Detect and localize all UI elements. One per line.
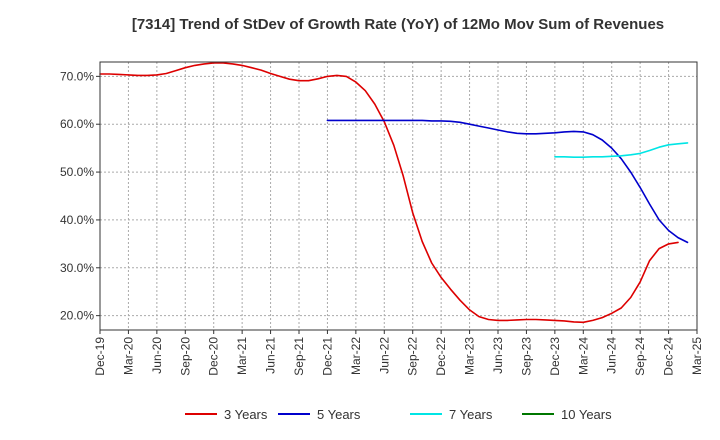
y-tick-label: 60.0%	[60, 117, 94, 131]
series-line-5-years	[326, 119, 689, 244]
y-axis-ticks: 20.0% 30.0% 40.0% 50.0% 60.0% 70.0%	[60, 69, 100, 323]
chart-title: [7314] Trend of StDev of Growth Rate (Yo…	[132, 16, 664, 33]
x-tick-label: Sep-21	[292, 337, 306, 376]
x-axis-ticks: Dec-19 Mar-20 Jun-20 Sep-20 Dec-20 Mar-21 Jun-…	[93, 330, 704, 376]
legend: 3 Years 5 Years 7 Years 10 Years	[185, 407, 612, 422]
legend-label: 10 Years	[561, 407, 612, 422]
x-tick-label: Mar-24	[576, 337, 590, 375]
x-tick-label: Jun-21	[264, 337, 278, 374]
x-tick-label: Mar-21	[235, 337, 249, 375]
x-tick-label: Jun-22	[377, 337, 391, 374]
x-tick-label: Sep-20	[178, 337, 192, 376]
y-tick-label: 50.0%	[60, 165, 94, 179]
x-tick-label: Sep-23	[519, 337, 533, 376]
y-tick-label: 30.0%	[60, 261, 94, 275]
x-tick-label: Dec-19	[93, 337, 107, 376]
x-tick-label: Jun-23	[491, 337, 505, 374]
x-tick-label: Mar-23	[463, 337, 477, 375]
x-tick-label: Mar-22	[349, 337, 363, 375]
legend-label: 7 Years	[449, 407, 493, 422]
x-tick-label: Mar-25	[690, 337, 704, 375]
series-lines	[99, 62, 689, 324]
plot-area-frame	[99, 61, 698, 331]
series-line-3-years	[99, 62, 679, 324]
legend-label: 3 Years	[224, 407, 268, 422]
x-tick-label: Dec-22	[434, 337, 448, 376]
x-tick-label: Sep-22	[406, 337, 420, 376]
x-tick-label: Dec-21	[320, 337, 334, 376]
x-tick-label: Dec-23	[548, 337, 562, 376]
x-tick-label: Jun-24	[605, 337, 619, 374]
x-tick-label: Dec-24	[662, 337, 676, 376]
legend-label: 5 Years	[317, 407, 361, 422]
x-tick-label: Mar-20	[121, 337, 135, 375]
y-tick-label: 20.0%	[60, 309, 94, 323]
grid-lines	[100, 62, 697, 330]
series-line-7-years	[554, 142, 689, 158]
x-tick-label: Jun-20	[150, 337, 164, 374]
x-tick-label: Sep-24	[633, 337, 647, 376]
y-tick-label: 70.0%	[60, 69, 94, 83]
y-tick-label: 40.0%	[60, 213, 94, 227]
x-tick-label: Dec-20	[207, 337, 221, 376]
